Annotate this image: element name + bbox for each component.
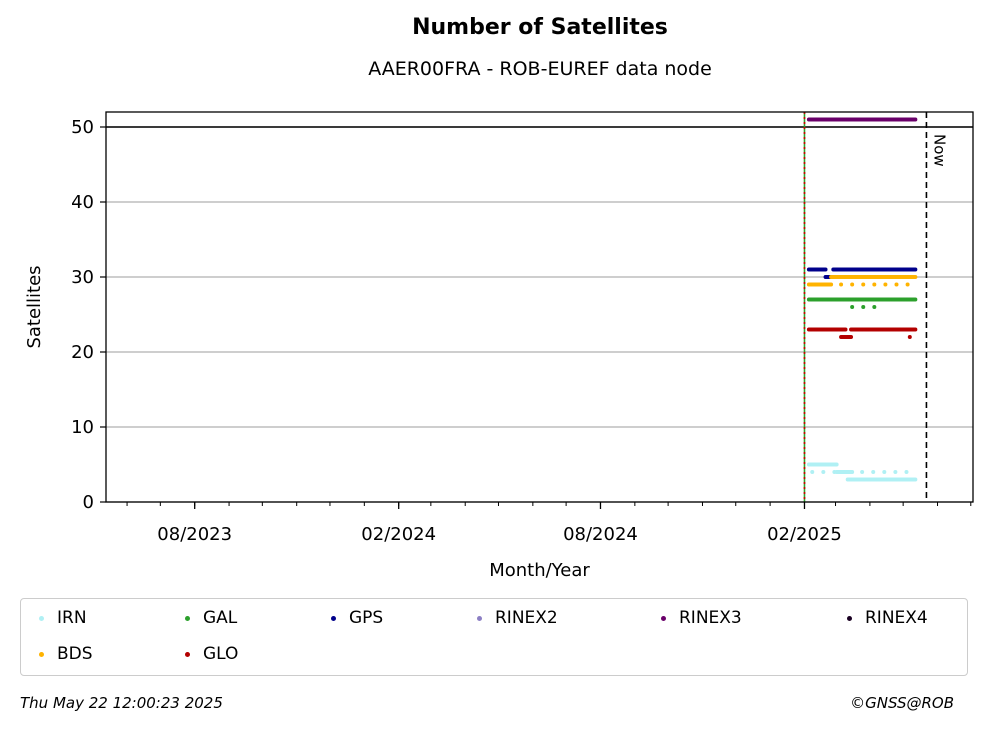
x-tick-label: 02/2024	[361, 524, 436, 545]
credit: ©GNSS@ROB	[850, 694, 954, 712]
legend-label: RINEX4	[865, 608, 928, 628]
x-tick-label: 08/2023	[157, 524, 232, 545]
legend-item-gps: GPS	[313, 607, 383, 629]
data-point-bds	[872, 282, 877, 287]
y-tick-label: 50	[71, 117, 94, 138]
legend-label: GPS	[349, 608, 384, 628]
data-point-gal	[861, 305, 866, 309]
data-point-bds	[913, 275, 918, 279]
legend-item-irn: IRN	[21, 607, 87, 629]
legend-label: IRN	[57, 608, 87, 628]
data-point-bds	[894, 282, 899, 287]
y-tick-label: 20	[71, 342, 94, 363]
data-point-bds	[839, 282, 844, 287]
data-point-bds	[829, 282, 834, 287]
data-point-irn	[893, 470, 898, 474]
data-point-bds	[905, 282, 910, 287]
x-axis-label: Month/Year	[489, 560, 590, 581]
y-tick-label: 40	[71, 192, 94, 213]
data-point-gal	[913, 297, 918, 302]
data-point-irn	[871, 470, 876, 474]
data-point-rinex3	[913, 117, 918, 122]
data-point-glo	[849, 335, 854, 339]
data-point-bds	[861, 282, 866, 287]
legend-marker-icon	[39, 615, 44, 621]
y-axis-label: Satellites	[24, 265, 45, 348]
legend-marker-icon	[39, 651, 44, 657]
y-tick-label: 10	[71, 417, 94, 438]
chart-plot: Now 0 10 20 30 40 50 08/2023 02/2024 08/2024 02/20…	[24, 111, 974, 581]
timestamp: Thu May 22 12:00:23 2025	[20, 694, 223, 712]
legend-label: RINEX3	[679, 608, 742, 628]
y-tick-label: 0	[83, 492, 94, 513]
legend-item-rinex2: RINEX2	[459, 607, 558, 629]
data-point-glo	[907, 335, 912, 339]
legend-label: GAL	[203, 608, 238, 628]
x-tick-label: 02/2025	[767, 524, 842, 545]
data-point-irn	[821, 470, 826, 474]
y-tick-label: 30	[71, 267, 94, 288]
legend-marker-icon	[661, 615, 666, 621]
data-point-irn	[913, 477, 918, 482]
legend-item-gal: GAL	[167, 607, 237, 629]
now-label: Now	[930, 134, 948, 167]
chart-subtitle: AAER00FRA - ROB-EUREF data node	[368, 58, 712, 80]
data-point-glo	[843, 327, 848, 332]
data-point-irn	[904, 470, 909, 474]
data-point-irn	[834, 462, 839, 467]
legend-marker-icon	[185, 615, 190, 621]
chart-title: Number of Satellites	[412, 15, 668, 40]
data-point-gal	[850, 305, 855, 309]
legend-label: RINEX2	[495, 608, 558, 628]
legend-item-rinex4: RINEX4	[829, 607, 928, 629]
legend-label: GLO	[203, 644, 239, 664]
legend-marker-icon	[477, 615, 482, 621]
legend-item-rinex3: RINEX3	[643, 607, 742, 629]
data-point-irn	[882, 470, 887, 474]
plot-frame	[105, 111, 974, 503]
data-point-gal	[872, 305, 877, 309]
legend-marker-icon	[847, 615, 852, 621]
data-point-bds	[850, 282, 855, 287]
data-point-gps	[913, 267, 918, 272]
data-point-irn	[810, 470, 815, 474]
data-point-irn	[860, 470, 865, 474]
x-tick-label: 08/2024	[563, 524, 638, 545]
legend: IRN GAL GPS RINEX2 RINEX3 RINEX4 BDS GLO	[20, 598, 968, 676]
legend-item-glo: GLO	[167, 643, 238, 665]
legend-label: BDS	[57, 644, 93, 664]
data-point-bds	[883, 282, 888, 287]
legend-item-bds: BDS	[21, 643, 93, 665]
legend-marker-icon	[331, 615, 336, 621]
data-point-glo	[913, 327, 918, 332]
data-point-irn	[850, 470, 855, 474]
data-point-gps	[823, 267, 828, 272]
legend-marker-icon	[185, 651, 190, 657]
